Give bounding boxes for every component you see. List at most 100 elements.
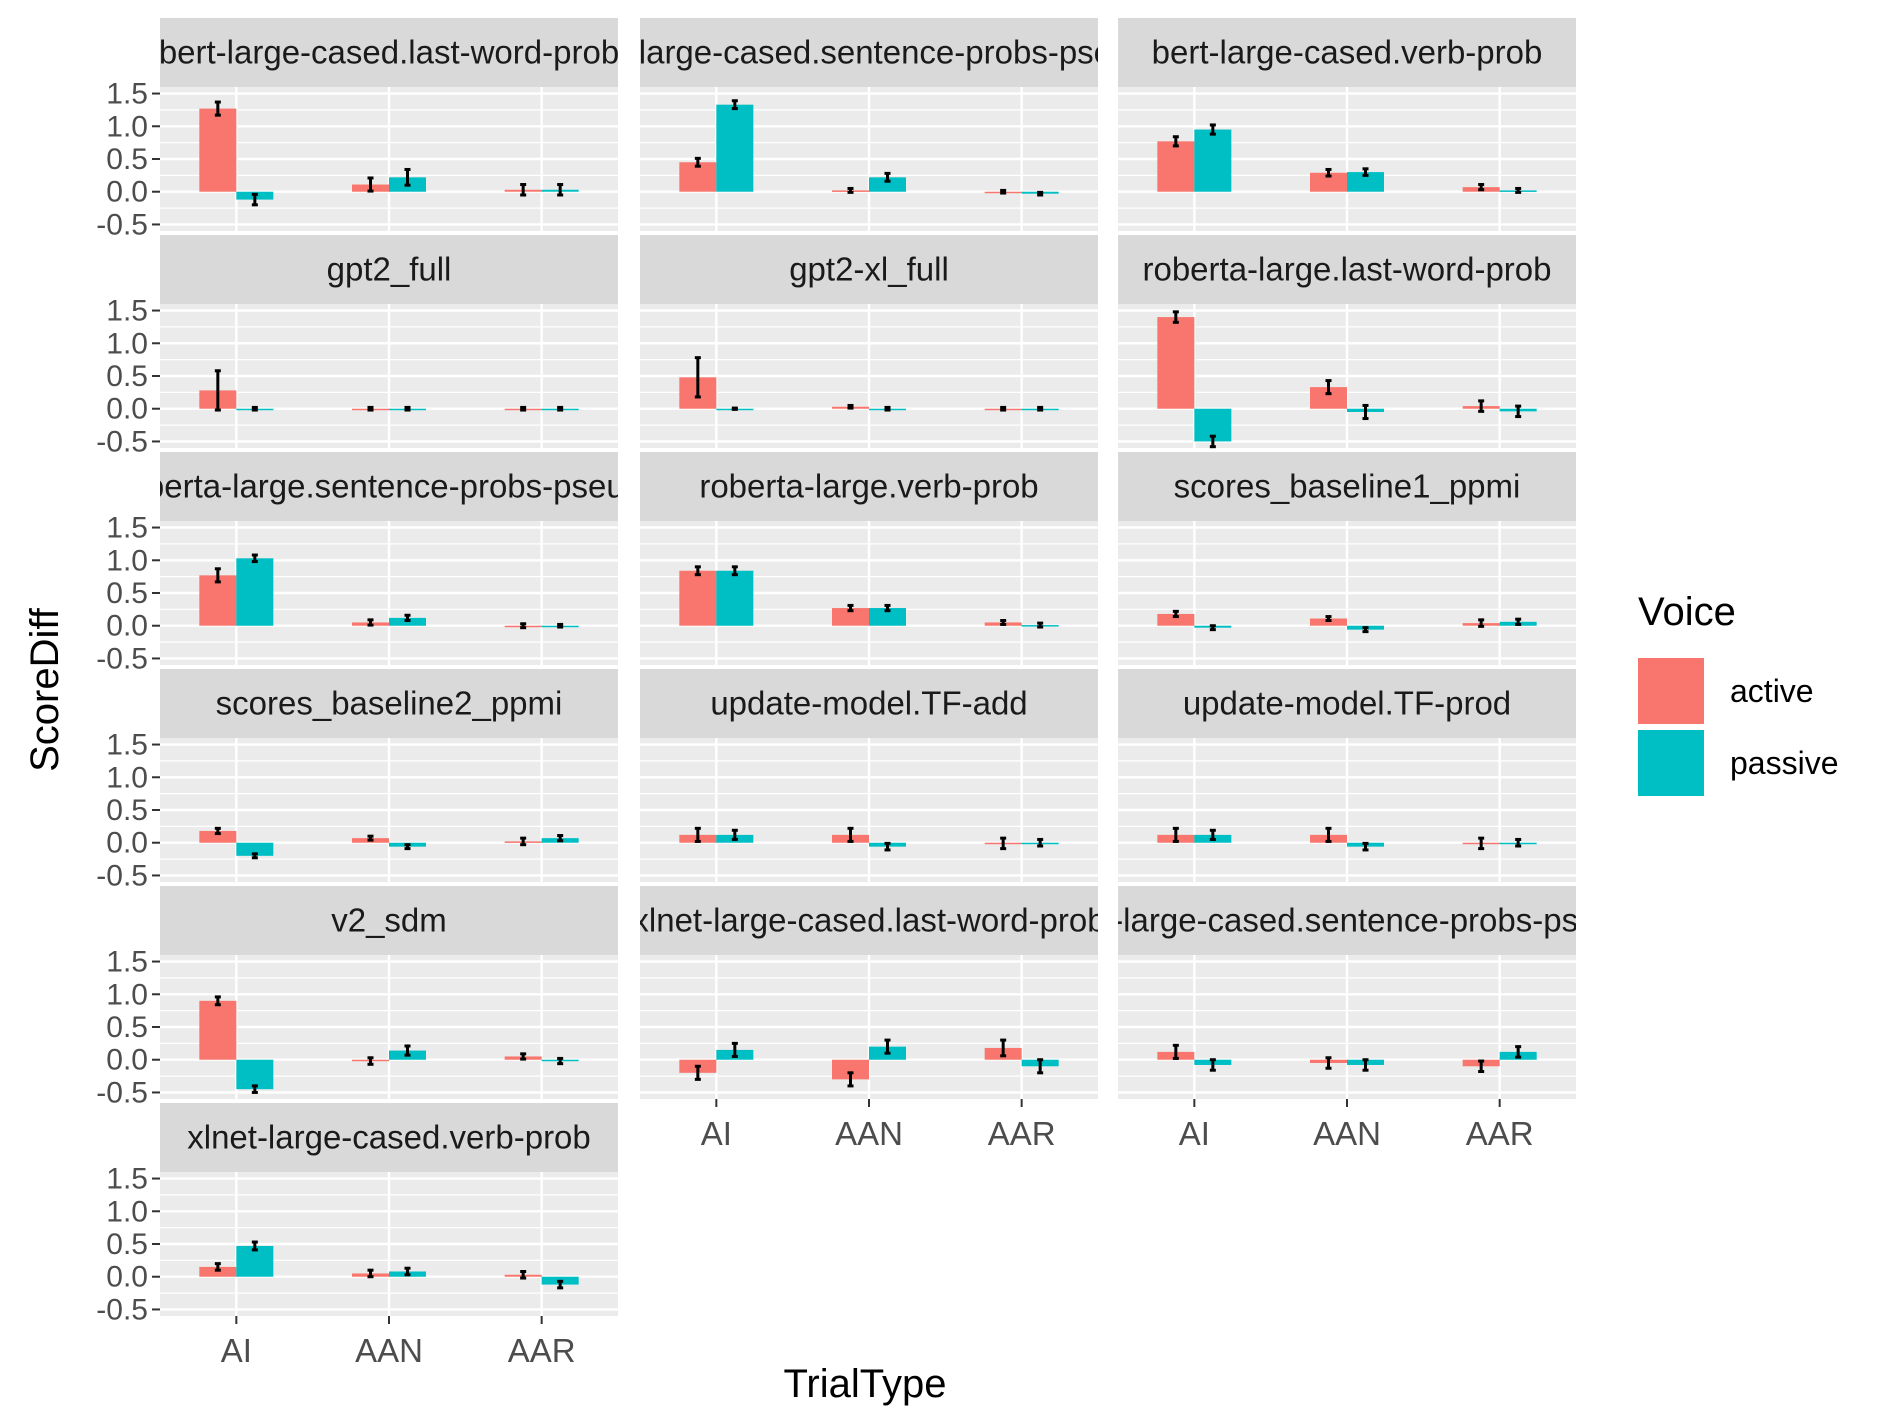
- bar-active: [1310, 172, 1347, 192]
- facet-panel: update-model.TF-prod: [1118, 669, 1576, 882]
- y-tick-label: 0.0: [106, 827, 148, 860]
- facet-strip: [640, 235, 1098, 304]
- facet-title: xlnet-large-cased.sentence-probs-pseudo: [1042, 902, 1651, 939]
- y-tick-label: 0.0: [106, 1261, 148, 1294]
- facet-panel: roberta-large.last-word-prob: [1118, 235, 1576, 449]
- y-tick-label: 1.0: [106, 978, 148, 1011]
- facet-panel: xlnet-large-cased.sentence-probs-pseudo A…: [1042, 886, 1651, 1152]
- x-tick-label: AAR: [1466, 1115, 1534, 1152]
- bar-active: [832, 608, 869, 626]
- facet-strip: [160, 669, 618, 738]
- facet-title: xlnet-large-cased.last-word-prob: [632, 902, 1105, 939]
- bar-active: [1157, 613, 1195, 626]
- y-tick-label: -0.5: [96, 208, 148, 241]
- facet-panel: xlnet-large-cased.last-word-prob AI AAN AAR: [632, 886, 1105, 1152]
- facet-strip: [1118, 669, 1576, 738]
- bar-passive: [236, 1059, 274, 1090]
- facet-strip: [640, 18, 1098, 87]
- y-tick-label: 1.5: [106, 729, 148, 762]
- bar-passive: [716, 104, 754, 192]
- facet-strip: [1118, 452, 1576, 521]
- facet-title: bert-large-cased.verb-prob: [1152, 34, 1543, 71]
- legend-key-passive: [1638, 730, 1704, 796]
- bar-active: [679, 570, 717, 626]
- legend: Voice active passive: [1638, 590, 1839, 796]
- y-tick-label: 0.5: [106, 794, 148, 827]
- x-tick-label: AAR: [988, 1115, 1056, 1152]
- bar-passive: [1194, 129, 1232, 192]
- y-tick-label: 0.0: [106, 1044, 148, 1077]
- facet-strip: [1118, 235, 1576, 304]
- facet-panel: xlnet-large-cased.verb-prob 1.51.00.50.0-…: [96, 1103, 618, 1369]
- y-tick-label: -0.5: [96, 425, 148, 458]
- x-tick-label: AI: [1179, 1115, 1210, 1152]
- facet-title: gpt2-xl_full: [789, 251, 949, 288]
- bar-active: [199, 830, 237, 843]
- bar-active: [199, 108, 237, 192]
- y-tick-label: -0.5: [96, 859, 148, 892]
- y-tick-label: 0.5: [106, 1011, 148, 1044]
- facet-title: roberta-large.verb-prob: [699, 468, 1038, 505]
- facet-title: scores_baseline2_ppmi: [216, 685, 563, 722]
- y-tick-label: -0.5: [96, 642, 148, 675]
- x-axis-title: TrialType: [783, 1362, 946, 1406]
- y-tick-label: 0.5: [106, 360, 148, 393]
- bar-active: [1310, 618, 1347, 626]
- y-tick-label: 1.5: [106, 512, 148, 545]
- legend-label: active: [1730, 673, 1814, 709]
- facet-strip: [160, 452, 618, 521]
- bar-passive: [236, 842, 274, 856]
- facet-title: xlnet-large-cased.verb-prob: [187, 1119, 591, 1156]
- facet-title: update-model.TF-prod: [1183, 685, 1511, 722]
- y-tick-label: 0.5: [106, 143, 148, 176]
- bar-passive: [869, 177, 906, 192]
- facet-panel: bert-large-cased.last-word-prob 1.51.00.5…: [96, 18, 619, 241]
- y-tick-label: 1.5: [106, 78, 148, 111]
- facet-title: gpt2_full: [327, 251, 452, 288]
- bar-active: [832, 1059, 869, 1080]
- bar-passive: [236, 558, 274, 626]
- y-tick-label: 0.0: [106, 610, 148, 643]
- y-tick-label: 0.5: [106, 1228, 148, 1261]
- facet-strip: [160, 18, 618, 87]
- facet-panel: update-model.TF-add: [640, 669, 1098, 882]
- facet-strip: [1118, 18, 1576, 87]
- facet-strip: [1118, 886, 1576, 955]
- bar-active: [1157, 141, 1195, 192]
- facet-panel: scores_baseline2_ppmi 1.51.00.50.0-0.5: [96, 669, 618, 892]
- y-tick-label: -0.5: [96, 1293, 148, 1326]
- bar-active: [1157, 317, 1195, 409]
- facet-panel: gpt2_full 1.51.00.50.0-0.5: [96, 235, 618, 458]
- facet-title: bert-large-cased.last-word-prob: [159, 34, 619, 71]
- bar-active: [199, 1266, 237, 1277]
- x-tick-label: AAN: [355, 1332, 423, 1369]
- y-tick-label: 1.5: [106, 295, 148, 328]
- y-axis-title: ScoreDiff: [23, 607, 67, 772]
- legend-key-active: [1638, 658, 1704, 724]
- facet-strip: [640, 886, 1098, 955]
- bar-passive: [1347, 172, 1384, 192]
- facet-strip: [160, 235, 618, 304]
- facet-title: v2_sdm: [331, 902, 447, 939]
- y-tick-label: 1.0: [106, 544, 148, 577]
- facet-panel: bert-large-cased.sentence-probs-pseudo: [640, 18, 1098, 231]
- bar-passive: [869, 608, 906, 626]
- facet-title: update-model.TF-add: [710, 685, 1027, 722]
- y-tick-label: 1.5: [106, 1163, 148, 1196]
- facet-panel: roberta-large.sentence-probs-pseudo 1.51.…: [96, 452, 618, 675]
- legend-label: passive: [1730, 745, 1839, 781]
- y-tick-label: 0.0: [106, 393, 148, 426]
- bar-active: [1310, 387, 1347, 409]
- facet-title: scores_baseline1_ppmi: [1174, 468, 1521, 505]
- y-tick-label: 1.0: [106, 327, 148, 360]
- x-tick-label: AAN: [835, 1115, 903, 1152]
- legend-title: Voice: [1638, 590, 1736, 634]
- x-tick-label: AAN: [1313, 1115, 1381, 1152]
- bar-active: [199, 1000, 237, 1060]
- facet-panel: bert-large-cased.verb-prob: [1118, 18, 1576, 231]
- facet-panel: v2_sdm 1.51.00.50.0-0.5: [96, 886, 618, 1109]
- facet-title: roberta-large.last-word-prob: [1142, 251, 1551, 288]
- bar-active: [199, 575, 237, 626]
